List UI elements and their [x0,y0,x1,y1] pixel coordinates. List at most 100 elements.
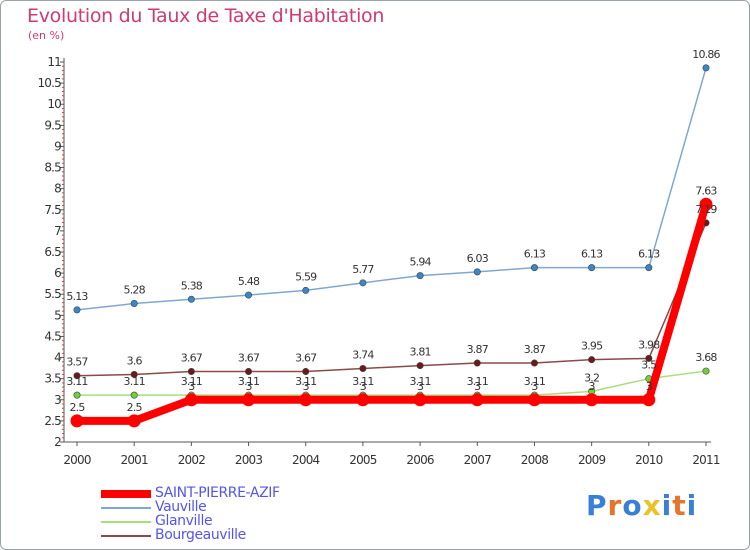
data-label: 3.67 [295,351,317,364]
data-label: 3 [360,380,367,393]
data-label: 5.13 [66,290,88,303]
data-label: 3 [417,380,424,393]
y-tick-label: 7.5 [44,203,61,217]
data-point [302,367,310,375]
data-point [130,370,138,378]
legend-label: SAINT-PIERRE-AZIF [155,485,280,501]
y-tick-label: 6 [54,266,61,280]
data-point [699,197,713,211]
data-point [416,272,424,280]
data-point [530,264,538,272]
x-tick-label: 2008 [521,453,549,467]
data-point [245,291,253,299]
data-label: 5.59 [295,270,317,283]
y-tick-label: 10 [47,97,61,111]
data-label: 3 [646,380,653,393]
y-tick-label: 5.5 [44,287,61,301]
proxiti-logo: Proxiti [586,489,697,522]
data-label: 3.68 [695,351,717,364]
data-label: 6.13 [524,248,546,261]
data-point [299,393,313,407]
logo-letter: t [672,489,687,522]
data-point [413,393,427,407]
data-point [130,300,138,308]
data-label: 3 [474,380,481,393]
series-line [76,222,707,377]
data-point [184,393,198,407]
data-label: 3.11 [295,375,316,388]
data-point [527,393,541,407]
data-point [645,354,653,362]
y-tick-label: 4 [54,351,61,365]
x-tick-label: 2009 [578,453,606,467]
y-tick-label: 7 [54,224,61,238]
x-tick-label: 2000 [63,453,91,467]
data-label: 3.67 [181,351,203,364]
data-label: 3.57 [66,356,88,369]
series-saint-pierre-azif [70,197,713,428]
data-point [470,393,484,407]
legend-label: Glanville [155,513,213,529]
data-label: 3 [188,380,195,393]
legend-label: Bourgeauville [155,527,246,543]
data-point [588,264,596,272]
x-tick-label: 2010 [635,453,663,467]
data-point [645,264,653,272]
logo-letter: x [642,489,662,522]
data-label: 3.11 [66,375,87,388]
data-label: 3.11 [409,375,430,388]
data-label: 3 [303,380,310,393]
data-point [302,286,310,294]
y-tick-label: 2.5 [44,414,61,428]
series-line [73,200,710,425]
logo-letter: r [607,489,623,522]
data-label: 6.13 [581,248,603,261]
data-label: 3.81 [409,346,430,359]
data-label: 3.6 [127,354,143,367]
data-point [356,393,370,407]
data-point [127,414,141,428]
data-point [585,393,599,407]
data-label: 5.94 [409,256,431,269]
y-tick-label: 6.5 [44,245,61,259]
logo-letter: i [686,489,698,522]
y-tick-label: 11 [47,55,61,69]
data-point [473,268,481,276]
legend-swatch [101,521,151,523]
data-point [530,359,538,367]
data-label: 7.19 [695,203,717,216]
x-tick-label: 2003 [235,453,263,467]
data-label: 3.5 [641,359,657,372]
x-tick-label: 2001 [121,453,149,467]
data-label: 3.11 [181,375,202,388]
data-point [702,367,710,375]
logo-letter: i [661,489,673,522]
data-label: 3.11 [467,375,488,388]
data-point [642,393,656,407]
data-label: 3.74 [352,349,374,362]
data-point [242,393,256,407]
data-point [187,367,195,375]
y-tick-label: 9.5 [44,118,61,132]
data-label: 3.11 [124,375,145,388]
data-label: 3 [245,380,252,393]
data-label: 3.87 [524,343,546,356]
data-point [473,359,481,367]
data-label: 3 [531,380,538,393]
data-point [359,365,367,373]
data-point [70,414,84,428]
x-tick-label: 2005 [349,453,377,467]
x-tick-label: 2006 [406,453,434,467]
y-tick-label: 9 [54,139,61,153]
legend-label: Vauville [155,499,207,515]
data-label: 5.28 [124,284,146,297]
data-label: 3.11 [238,375,259,388]
series-line [76,67,707,311]
y-tick-label: 4.5 [44,329,61,343]
legend-swatch [101,490,151,498]
data-label: 3.2 [584,371,599,384]
data-point [702,64,710,72]
data-label: 2.5 [127,401,143,414]
